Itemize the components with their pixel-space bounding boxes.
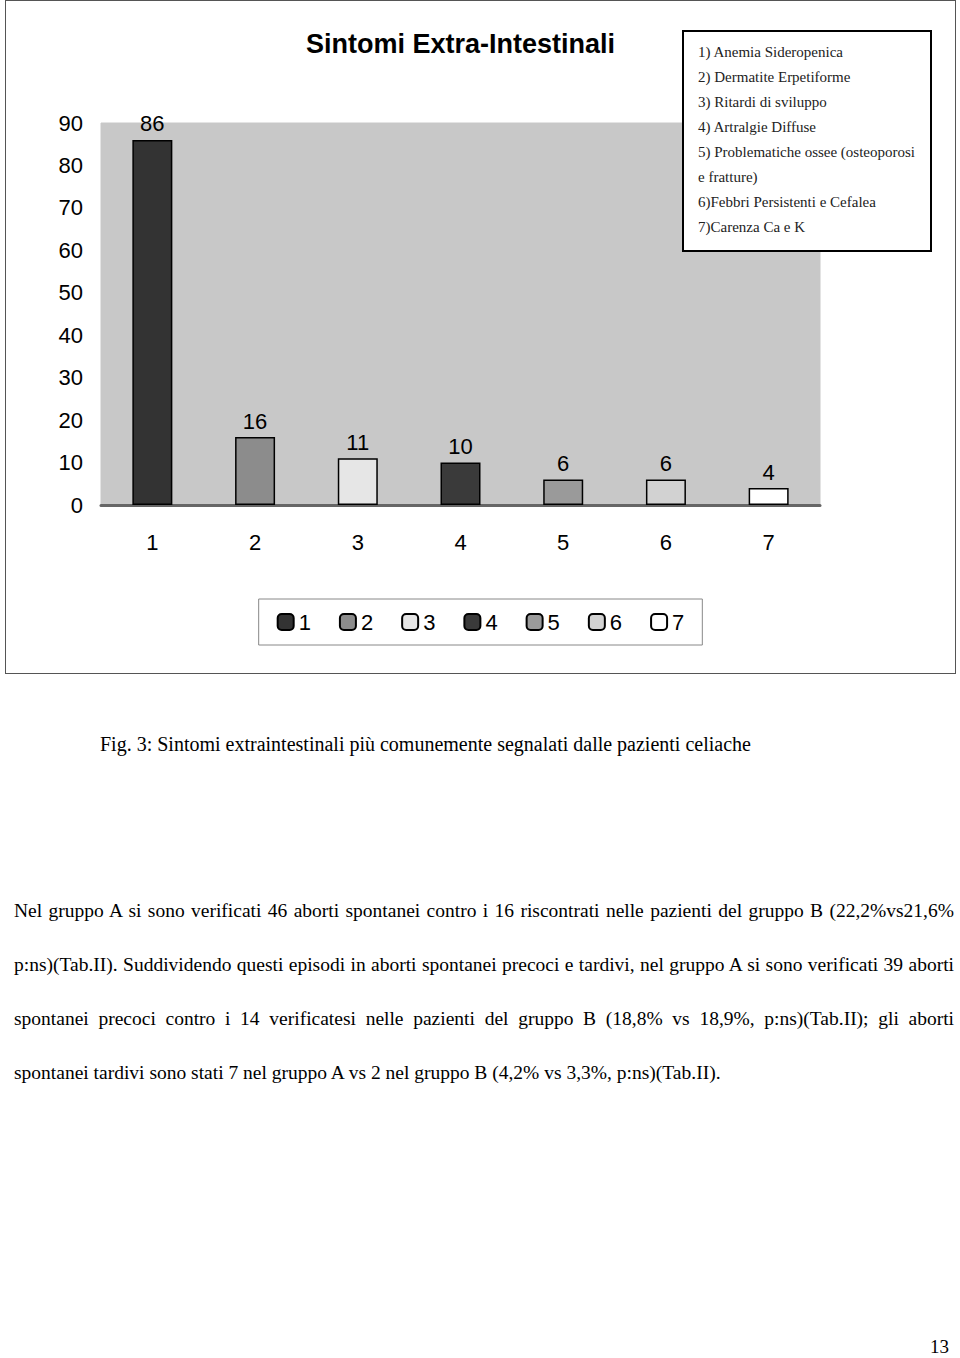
- svg-text:2: 2: [249, 530, 261, 555]
- svg-text:5: 5: [557, 530, 569, 555]
- svg-text:6: 6: [610, 610, 622, 635]
- svg-text:0: 0: [71, 493, 83, 518]
- html-text:3) Ritardi di sviluppo: 3) Ritardi di sviluppo: [698, 94, 827, 110]
- html-text:6)Febbri Persistenti e Cefalea: 6)Febbri Persistenti e Cefalea: [698, 194, 876, 210]
- svg-text:16: 16: [243, 409, 267, 434]
- svg-text:Sintomi Extra-Intestinali: Sintomi Extra-Intestinali: [306, 29, 615, 59]
- svg-text:30: 30: [59, 365, 83, 390]
- svg-text:3: 3: [423, 610, 435, 635]
- svg-text:4: 4: [763, 460, 775, 485]
- svg-text:4: 4: [485, 610, 497, 635]
- svg-text:50: 50: [59, 280, 83, 305]
- svg-text:7: 7: [763, 530, 775, 555]
- svg-text:1: 1: [146, 530, 158, 555]
- svg-text:10: 10: [59, 450, 83, 475]
- svg-text:7: 7: [672, 610, 684, 635]
- html-text:Fig. 3: Sintomi extraintestina: Fig. 3: Sintomi extraintestinali più com…: [100, 733, 751, 755]
- svg-text:40: 40: [59, 323, 83, 348]
- svg-text:90: 90: [59, 111, 83, 136]
- svg-text:1: 1: [299, 610, 311, 635]
- html-text:4) Artralgie Diffuse: 4) Artralgie Diffuse: [698, 119, 816, 135]
- svg-text:3: 3: [352, 530, 364, 555]
- svg-text:6: 6: [557, 451, 569, 476]
- html-text:2) Dermatite Erpetiforme: 2) Dermatite Erpetiforme: [698, 69, 851, 85]
- svg-text:80: 80: [59, 153, 83, 178]
- html-text:13: 13: [930, 1336, 949, 1357]
- svg-text:2: 2: [361, 610, 373, 635]
- svg-text:11: 11: [346, 430, 369, 455]
- html-text:7)Carenza Ca e K: 7)Carenza Ca e K: [698, 219, 805, 235]
- html-text:5) Problematiche ossee (osteop: 5) Problematiche ossee (osteoporosi e fr…: [698, 144, 915, 185]
- html-text:1) Anemia Sideropenica: 1) Anemia Sideropenica: [698, 44, 843, 60]
- svg-text:60: 60: [59, 238, 83, 263]
- html-text:Nel gruppo A si sono verificat: Nel gruppo A si sono verificati 46 abort…: [14, 900, 954, 1083]
- svg-text:6: 6: [660, 530, 672, 555]
- svg-text:10: 10: [448, 434, 472, 459]
- svg-text:6: 6: [660, 451, 672, 476]
- svg-text:20: 20: [59, 408, 83, 433]
- svg-text:70: 70: [59, 195, 83, 220]
- svg-text:4: 4: [454, 530, 466, 555]
- svg-text:86: 86: [140, 111, 164, 136]
- svg-text:5: 5: [548, 610, 560, 635]
